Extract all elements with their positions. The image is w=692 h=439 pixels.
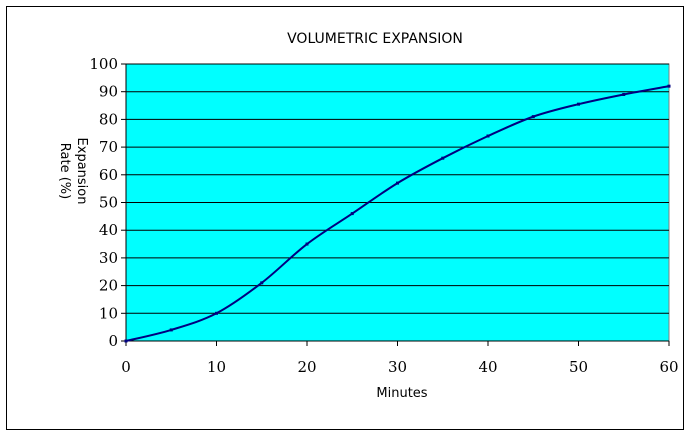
data-point-0-10 [577,102,580,106]
data-point-0-2 [215,311,218,315]
x-tick-label-50: 50 [569,358,588,376]
data-point-0-12 [667,84,671,88]
y-tick-label-40: 40 [99,221,118,239]
x-tick-label-10: 10 [207,358,226,376]
chart-frame: VOLUMETRIC EXPANSION 0 10 20 30 40 50 60 70 80 90… [6,6,684,430]
y-tick-label-30: 30 [99,249,118,267]
data-point-0-11 [622,92,626,96]
data-point-0-3 [260,281,264,285]
y-tick-label-20: 20 [99,277,118,295]
data-point-0-4 [305,242,309,246]
y-tick-label-10: 10 [99,304,118,322]
y-axis-title-line1: Expansion [74,138,89,205]
y-axis-title-line2: Rate (%) [57,143,72,199]
data-point-0-9 [531,115,535,119]
y-tick-label-90: 90 [99,83,118,101]
x-tick-labels: 0 10 20 30 40 50 60 [121,341,679,376]
series-group [124,84,671,343]
x-tick-label-40: 40 [478,358,497,376]
data-point-0-0 [124,339,128,343]
data-point-0-1 [169,328,173,332]
y-tick-label-50: 50 [99,194,118,212]
x-tick-label-0: 0 [121,358,131,376]
x-tick-label-30: 30 [388,358,407,376]
x-axis-title: Minutes [376,386,427,401]
chart-title: VOLUMETRIC EXPANSION [287,31,463,47]
data-point-0-6 [396,181,399,185]
y-tick-labels: 0 10 20 30 40 50 60 70 80 90 100 [89,55,126,350]
y-tick-label-70: 70 [99,138,118,156]
y-tick-label-60: 60 [99,166,118,184]
data-point-0-7 [441,156,445,160]
y-tick-label-0: 0 [108,332,118,350]
x-tick-label-60: 60 [659,358,678,376]
y-tick-label-100: 100 [89,55,118,73]
chart-svg: VOLUMETRIC EXPANSION 0 10 20 30 40 50 60 70 80 90… [57,31,679,401]
data-point-0-8 [486,134,490,138]
data-point-0-5 [350,212,354,216]
x-tick-label-20: 20 [297,358,316,376]
y-tick-label-80: 80 [99,110,118,128]
